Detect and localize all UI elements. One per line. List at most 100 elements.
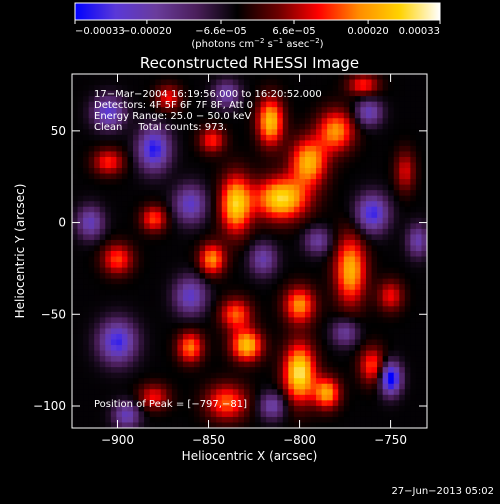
heatmap-cell <box>360 162 367 169</box>
heatmap-cell <box>415 90 422 97</box>
heatmap-cell <box>404 311 411 318</box>
heatmap-cell <box>171 356 178 363</box>
heatmap-cell <box>77 422 84 428</box>
heatmap-cell <box>415 156 422 163</box>
heatmap-cell <box>393 262 400 268</box>
heatmap-cell <box>266 356 273 363</box>
heatmap-cell <box>94 101 101 108</box>
heatmap-cell <box>371 251 378 257</box>
heatmap-cell <box>221 245 228 252</box>
heatmap-cell <box>72 339 78 346</box>
heatmap-cell <box>188 416 195 423</box>
heatmap-cell <box>94 112 101 119</box>
heatmap-cell <box>410 383 417 390</box>
heatmap-cell <box>277 190 284 197</box>
heatmap-cell <box>243 378 250 385</box>
heatmap-cell <box>332 251 339 257</box>
heatmap-cell <box>232 295 239 302</box>
heatmap-cell <box>316 422 323 428</box>
heatmap-cell <box>332 378 339 385</box>
heatmap-cell <box>271 134 278 141</box>
heatmap-cell <box>277 173 284 180</box>
heatmap-cell <box>166 273 173 280</box>
heatmap-cell <box>349 333 356 340</box>
heatmap-cell <box>177 239 184 246</box>
heatmap-cell <box>255 372 261 379</box>
heatmap-cell <box>399 400 406 407</box>
heatmap-cell <box>360 284 367 291</box>
heatmap-cell <box>105 134 112 141</box>
heatmap-cell <box>149 367 156 374</box>
heatmap-cell <box>121 256 128 263</box>
heatmap-cell <box>299 256 306 263</box>
heatmap-cell <box>149 356 156 363</box>
heatmap-cell <box>194 123 200 130</box>
heatmap-cell <box>321 145 328 152</box>
heatmap-cell <box>388 96 395 103</box>
heatmap-cell <box>210 317 217 324</box>
heatmap-cell <box>188 129 195 136</box>
heatmap-cell <box>121 389 128 396</box>
heatmap-cell <box>421 416 427 423</box>
heatmap-cell <box>415 112 422 119</box>
heatmap-cell <box>144 350 151 357</box>
heatmap-cell <box>266 262 273 268</box>
heatmap-cell <box>282 156 289 163</box>
heatmap-cell <box>293 367 300 374</box>
heatmap-cell <box>321 79 328 86</box>
heatmap-cell <box>88 289 95 296</box>
heatmap-cell <box>343 273 350 280</box>
heatmap-cell <box>316 101 323 108</box>
heatmap-cell <box>371 184 378 191</box>
heatmap-cell <box>166 195 173 202</box>
heatmap-cell <box>227 212 234 219</box>
heatmap-cell <box>88 262 95 268</box>
heatmap-cell <box>249 118 256 125</box>
heatmap-cell <box>216 322 223 329</box>
heatmap-cell <box>160 389 167 396</box>
heatmap-cell <box>133 416 139 423</box>
heatmap-cell <box>127 217 134 224</box>
heatmap-cell <box>393 328 400 335</box>
heatmap-cell <box>293 145 300 152</box>
heatmap-cell <box>365 289 372 296</box>
heatmap-cell <box>304 206 311 213</box>
heatmap-cell <box>293 422 300 428</box>
annotation-line: 17−Mar−2004 16:19:56.000 to 16:20:52.000 <box>94 89 322 100</box>
heatmap-cell <box>371 416 378 423</box>
heatmap-cell <box>354 168 361 174</box>
heatmap-cell <box>127 422 134 428</box>
heatmap-cell <box>316 140 323 147</box>
heatmap-cell <box>354 179 361 186</box>
heatmap-cell <box>415 212 422 219</box>
heatmap-cell <box>227 273 234 280</box>
heatmap-cell <box>316 201 323 208</box>
heatmap-cell <box>110 267 117 274</box>
heatmap-cell <box>377 295 384 302</box>
heatmap-cell <box>377 112 384 119</box>
heatmap-cell <box>77 217 84 224</box>
heatmap-cell <box>188 284 195 291</box>
heatmap-cell <box>299 345 306 351</box>
heatmap-cell <box>116 367 123 374</box>
heatmap-cell <box>249 151 256 158</box>
heatmap-cell <box>155 173 162 180</box>
heatmap-cell <box>149 101 156 108</box>
heatmap-cell <box>99 278 106 285</box>
heatmap-cell <box>227 85 234 91</box>
heatmap-cell <box>77 162 84 169</box>
heatmap-cell <box>72 179 78 186</box>
heatmap-cell <box>238 273 245 280</box>
heatmap-cell <box>360 273 367 280</box>
heatmap-cell <box>288 201 295 208</box>
heatmap-cell <box>110 284 117 291</box>
heatmap-cell <box>72 322 78 329</box>
heatmap-cell <box>110 361 117 368</box>
heatmap-cell <box>72 123 78 130</box>
heatmap-cell <box>121 173 128 180</box>
heatmap-cell <box>238 300 245 307</box>
heatmap-cell <box>188 405 195 412</box>
heatmap-cell <box>160 400 167 407</box>
heatmap-cell <box>188 256 195 263</box>
heatmap-cell <box>72 239 78 246</box>
